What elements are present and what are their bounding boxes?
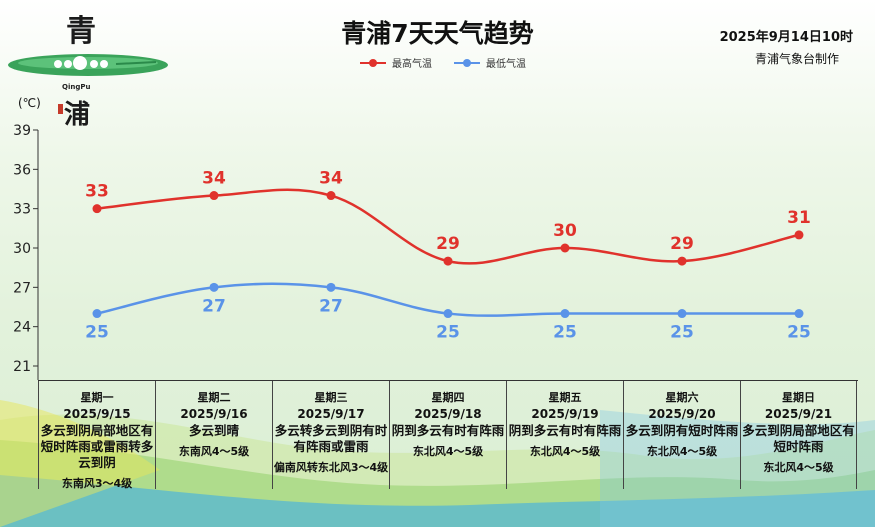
- day-date: 2025/9/15: [63, 407, 131, 421]
- point-low-2: [209, 282, 219, 292]
- data-label-low-3: 27: [319, 296, 343, 316]
- point-high-2: [209, 191, 219, 201]
- y-tick-label: 24: [13, 320, 31, 336]
- qingpu-logo: 青 QingPu 浦: [6, 6, 171, 130]
- data-label-high-5: 30: [553, 221, 577, 241]
- day-column-4: 星期四 2025/9/18 阴到多云有时有阵雨 东北风4～5级: [389, 381, 506, 489]
- data-label-high-6: 29: [670, 234, 694, 254]
- day-weather: 多云转多云到阴有时有阵雨或雷雨: [274, 423, 388, 454]
- day-wind: 偏南风转东北风3～4级: [273, 461, 389, 474]
- data-label-high-4: 29: [436, 234, 460, 254]
- day-weather: 多云到阴有短时阵雨: [625, 423, 739, 438]
- day-weekday: 星期五: [548, 391, 582, 404]
- day-weather: 多云到阴局部地区有短时阵雨: [742, 423, 855, 454]
- day-weekday: 星期四: [431, 391, 465, 404]
- y-tick-label: 36: [13, 162, 31, 178]
- source-label: 青浦气象台制作: [754, 52, 839, 66]
- point-high-1: [92, 204, 102, 214]
- legend-low-marker: [454, 58, 480, 67]
- data-label-high-1: 33: [85, 182, 109, 202]
- point-low-4: [443, 309, 453, 319]
- day-column-2: 星期二 2025/9/16 多云到晴东南风4～5级: [155, 381, 272, 489]
- date-stamp: 2025年9月14日10时: [719, 30, 853, 45]
- data-label-low-4: 25: [436, 323, 460, 343]
- point-high-7: [794, 230, 804, 240]
- day-weather: 多云到阴局部地区有短时阵雨或雷雨转多云到阴: [40, 423, 154, 470]
- y-tick-label: 33: [13, 202, 31, 218]
- day-column-6: 星期六 2025/9/20 多云到阴有短时阵雨 东北风4～5级: [623, 381, 740, 489]
- data-label-low-1: 25: [85, 323, 109, 343]
- legend-item-high: 最高气温: [360, 55, 432, 70]
- point-low-7: [794, 309, 804, 319]
- logo-seal: [58, 104, 63, 114]
- legend-low-label: 最低气温: [486, 59, 526, 70]
- point-low-1: [92, 309, 102, 319]
- data-label-low-6: 25: [670, 323, 694, 343]
- data-label-low-2: 27: [202, 296, 226, 316]
- logo-brush-stroke: [8, 54, 168, 76]
- data-label-high-7: 31: [787, 208, 811, 228]
- day-column-5: 星期五 2025/9/19 阴到多云有时有阵雨 东北风4～5级: [506, 381, 623, 489]
- point-low-6: [677, 309, 687, 319]
- point-low-3: [326, 282, 336, 292]
- data-label-low-7: 25: [787, 323, 811, 343]
- day-wind: 东南风3～4级: [61, 477, 133, 489]
- day-wind: 东南风4～5级: [178, 445, 250, 458]
- point-high-4: [443, 256, 453, 266]
- day-weekday: 星期二: [197, 391, 231, 404]
- logo-top-char: 青: [66, 14, 96, 49]
- day-date: 2025/9/17: [297, 407, 365, 421]
- day-date: 2025/9/21: [764, 407, 833, 421]
- logo-bottom-char: 浦: [64, 100, 91, 130]
- forecast-table: 星期一 2025/9/15 多云到阴局部地区有短时阵雨或雷雨转多云到阴东南风3～4级…: [38, 380, 858, 489]
- day-weekday: 星期三: [314, 391, 348, 404]
- legend-high-label: 最高气温: [392, 59, 432, 70]
- day-column-1: 星期一 2025/9/15 多云到阴局部地区有短时阵雨或雷雨转多云到阴东南风3～4级: [38, 381, 155, 489]
- point-high-3: [326, 191, 336, 201]
- day-weekday: 星期日: [782, 391, 815, 404]
- point-high-6: [677, 256, 687, 266]
- y-axis-unit: (℃): [18, 96, 41, 110]
- day-date: 2025/9/20: [648, 407, 716, 421]
- y-tick-label: 39: [13, 123, 31, 139]
- day-wind: 东北风4～5级: [529, 445, 601, 458]
- page-title: 青浦7天天气趋势: [341, 19, 534, 48]
- legend-item-low: 最低气温: [454, 55, 526, 70]
- day-wind: 东北风4～5级: [412, 445, 484, 458]
- day-date: 2025/9/18: [414, 407, 482, 421]
- data-label-high-2: 34: [202, 169, 226, 189]
- day-date: 2025/9/19: [531, 407, 599, 421]
- day-wind: 东北风4～5级: [646, 445, 718, 458]
- day-weather: 阴到多云有时有阵雨: [391, 423, 505, 438]
- day-weather: 多云到晴: [188, 423, 239, 438]
- day-weather: 阴到多云有时有阵雨: [508, 423, 622, 438]
- data-label-low-5: 25: [553, 323, 577, 343]
- point-low-5: [560, 309, 570, 319]
- day-column-7: 星期日 2025/9/21 多云到阴局部地区有短时阵雨东北风4～5级: [740, 381, 857, 489]
- landscape-background: [0, 400, 875, 527]
- y-tick-label: 27: [13, 280, 31, 296]
- legend-high-marker: [360, 58, 386, 67]
- y-tick-label: 21: [13, 359, 31, 375]
- logo-roman: QingPu: [62, 83, 91, 91]
- y-tick-label: 30: [13, 241, 31, 257]
- day-weekday: 星期一: [80, 391, 114, 404]
- data-label-high-3: 34: [319, 169, 343, 189]
- chart-legend: 最高气温 最低气温: [360, 55, 544, 70]
- day-column-3: 星期三 2025/9/17 多云转多云到阴有时有阵雨或雷雨偏南风转东北风3～4级: [272, 381, 389, 489]
- day-date: 2025/9/16: [180, 407, 248, 421]
- day-weekday: 星期六: [665, 391, 699, 404]
- point-high-5: [560, 243, 570, 253]
- day-wind: 东北风4～5级: [763, 461, 834, 474]
